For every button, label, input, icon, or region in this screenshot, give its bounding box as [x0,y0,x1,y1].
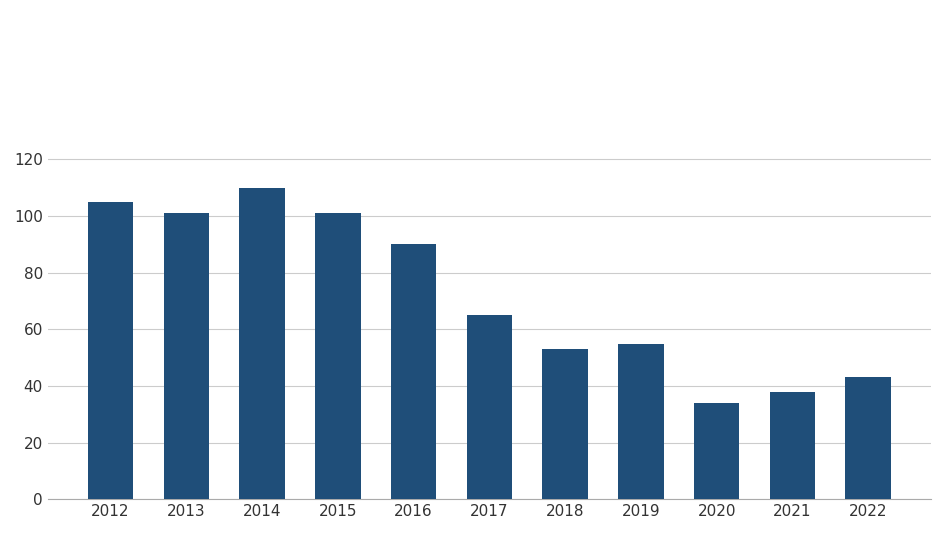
Bar [239,188,284,499]
Bar [845,377,890,499]
Bar [466,315,512,499]
Bar [693,403,738,499]
Bar [391,245,436,499]
Bar [314,213,361,499]
Bar [88,202,133,499]
Bar [163,213,209,499]
Bar [769,392,815,499]
Bar [617,343,663,499]
Bar [542,349,587,499]
